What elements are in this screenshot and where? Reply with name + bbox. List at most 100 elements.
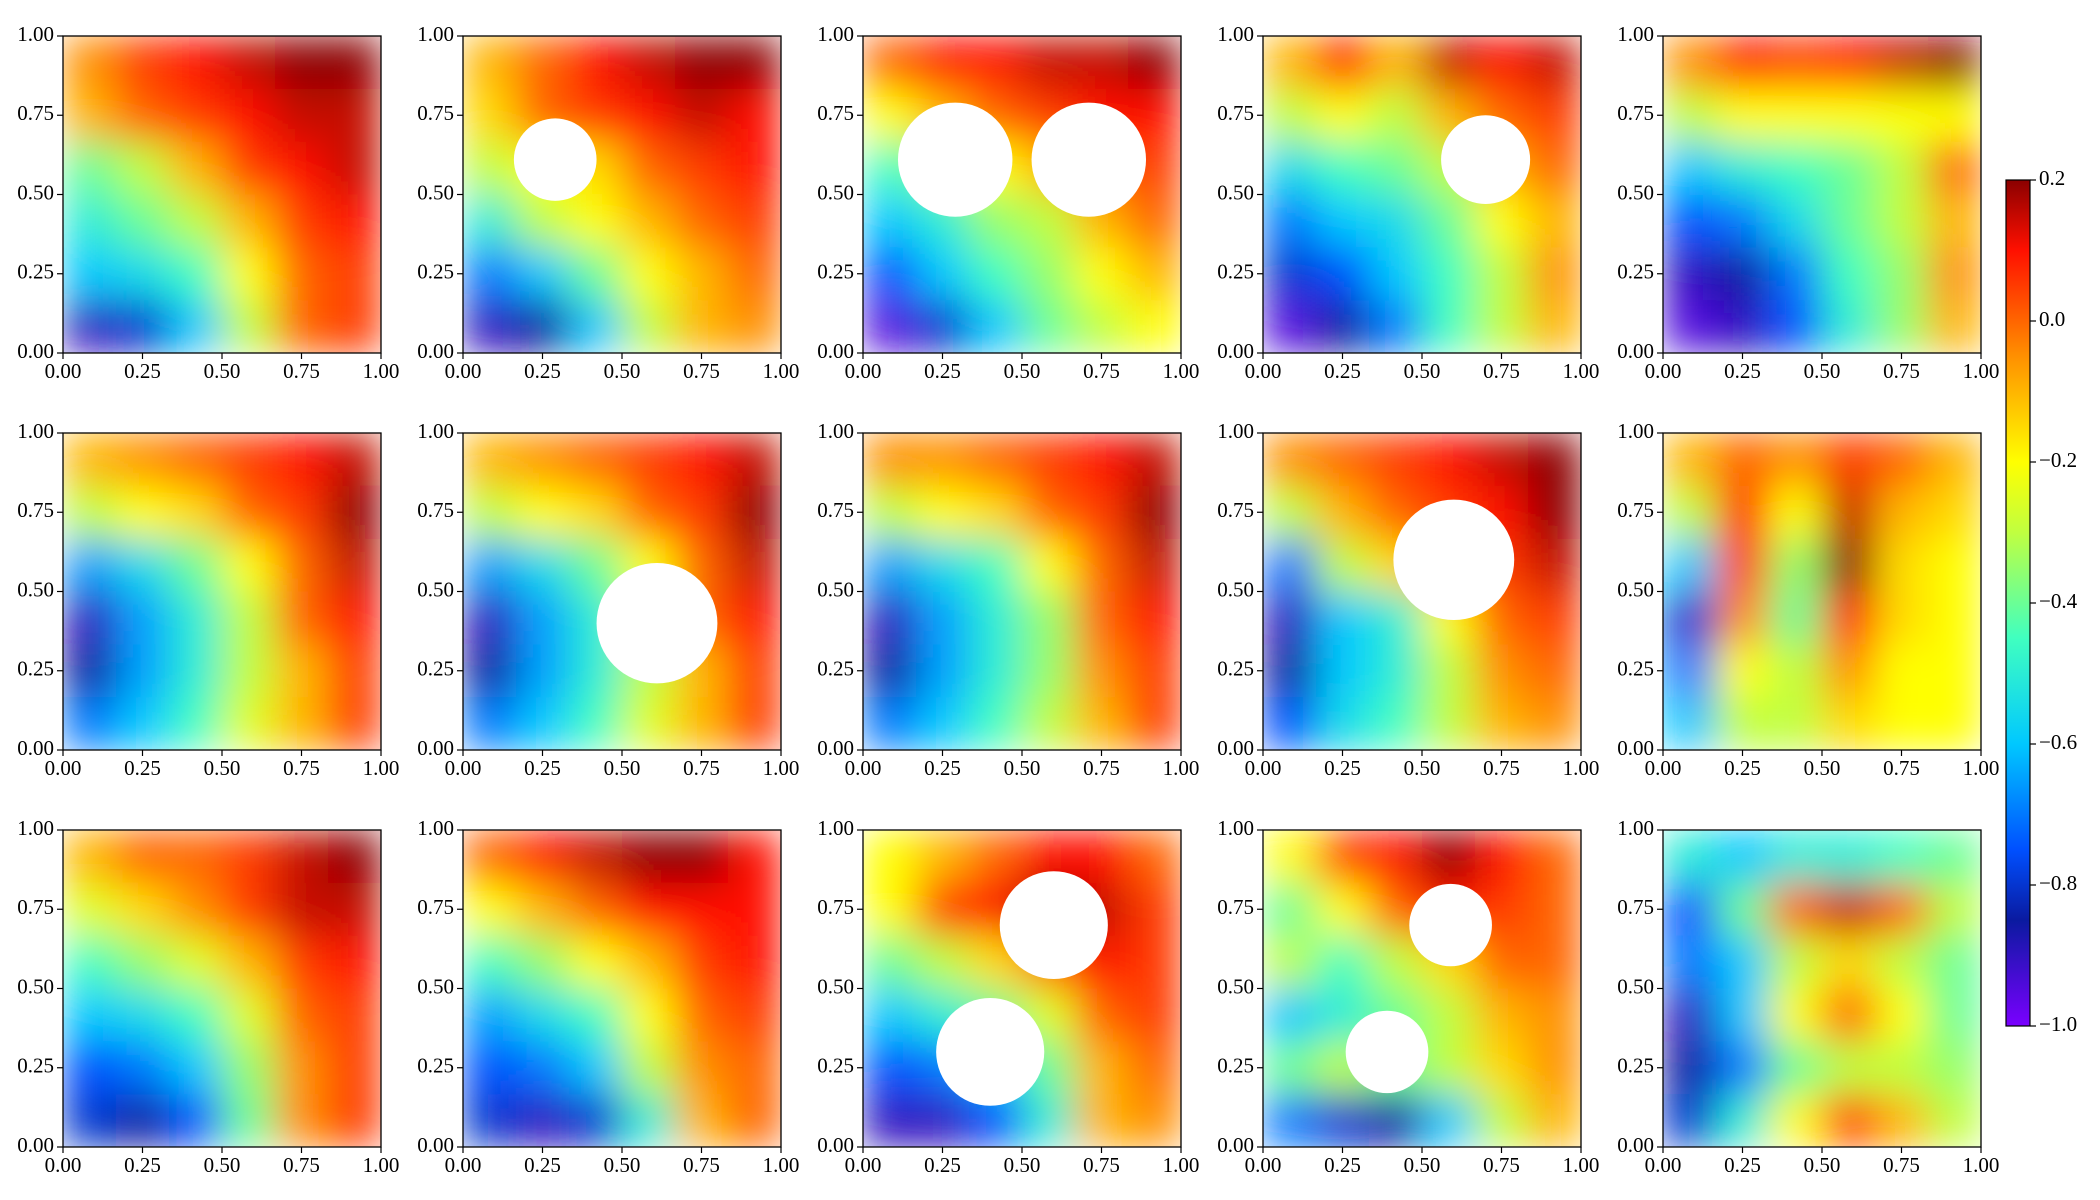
y-tick-label: 0.75 [1217,498,1254,522]
y-tick-label: 0.50 [17,180,54,204]
heatmap-field [1263,36,1581,353]
heatmap-cell [675,830,729,884]
heatmap-field [463,36,781,353]
heatmap-cell [328,935,381,989]
heatmap-cell [1316,485,1370,540]
x-tick-label: 0.75 [683,756,720,780]
heatmap-cell [116,300,170,353]
heatmap-cell [169,141,223,195]
heatmap-cell [463,485,517,540]
y-tick-label: 0.50 [817,974,854,998]
heatmap-cell [169,247,223,301]
heatmap-cell [1716,194,1770,248]
heatmap-cell [116,538,170,592]
heatmap-cell [1928,300,1981,353]
y-tick-label: 1.00 [417,419,454,443]
heatmap-cell [1369,88,1423,143]
heatmap-cell [728,538,781,592]
y-tick-label: 0.25 [1217,1054,1254,1078]
heatmap-cell [728,830,781,884]
heatmap-cell [1369,1094,1423,1147]
heatmap-cell [1075,988,1129,1042]
colorbar-tick-label: −0.2 [2039,448,2077,472]
x-tick-label: 0.00 [845,359,882,383]
heatmap-cell [1422,644,1476,698]
heatmap-cell [1769,538,1823,592]
x-tick-label: 0.00 [445,359,482,383]
heatmap-cell [169,300,223,353]
x-tick-label: 0.50 [204,756,241,780]
heatmap-cell [569,247,623,301]
y-tick-label: 0.50 [1217,180,1254,204]
heatmap-cell [1822,882,1876,937]
heatmap-field [1663,830,1981,1147]
heatmap-cell [1475,697,1529,750]
y-tick-label: 0.00 [817,339,854,363]
heatmap-cell [328,830,381,884]
heatmap-cell [1769,1094,1823,1147]
y-tick-label: 0.25 [817,657,854,681]
heatmap-cell [1528,644,1581,698]
heatmap-cell [328,433,381,487]
heatmap-cell [116,1094,170,1147]
heatmap-cell [1316,697,1370,750]
heatmap-cell [1128,36,1181,90]
heatmap-cell [1128,935,1181,989]
colorbar [2005,179,2031,1027]
heatmap-cell [1769,697,1823,750]
heatmap-cell [463,1041,517,1095]
heatmap-cell [675,1041,729,1095]
heatmap-cell [1528,141,1581,195]
x-tick-label: 0.25 [1324,1153,1361,1177]
heatmap-cell [1075,300,1129,353]
heatmap-cell [1769,485,1823,540]
y-tick-label: 1.00 [1217,816,1254,840]
heatmap-cell [463,433,517,487]
heatmap-cell [63,538,117,592]
heatmap-cell [1528,433,1581,487]
heatmap-cell [1716,36,1770,90]
heatmap-cell [916,485,970,540]
heatmap-cell [1928,194,1981,248]
hole [936,998,1045,1106]
hole [596,562,718,684]
x-tick-label: 1.00 [763,1153,800,1177]
heatmap-panel [1263,36,1581,353]
y-tick-label: 0.75 [817,895,854,919]
x-tick-label: 0.50 [1804,359,1841,383]
heatmap-cell [1663,433,1717,487]
y-tick-label: 0.50 [817,577,854,601]
y-tick-label: 0.50 [17,577,54,601]
heatmap-cell [675,1094,729,1147]
heatmap-cell [1075,1094,1129,1147]
heatmap-cell [1422,697,1476,750]
heatmap-cell [1769,36,1823,90]
heatmap-cell [969,433,1023,487]
heatmap-field [1663,36,1981,353]
heatmap-cell [463,36,517,90]
heatmap-cell [63,644,117,698]
heatmap-cell [863,36,917,90]
heatmap-cell [1422,433,1476,487]
heatmap-cell [169,538,223,592]
heatmap-cell [1022,36,1076,90]
heatmap-cell [1716,1041,1770,1095]
heatmap-cell [969,36,1023,90]
x-tick-label: 0.00 [845,756,882,780]
heatmap-cell [1075,1041,1129,1095]
heatmap-cell [516,485,570,540]
heatmap-cell [1128,591,1181,645]
x-tick-label: 0.75 [1883,756,1920,780]
x-tick-label: 1.00 [1163,756,1200,780]
heatmap-cell [1716,247,1770,301]
heatmap-cell [622,935,676,989]
x-tick-label: 0.50 [204,1153,241,1177]
x-tick-label: 1.00 [1163,1153,1200,1177]
heatmap-cell [275,591,329,645]
heatmap-cell [1663,247,1717,301]
x-tick-label: 0.50 [1004,756,1041,780]
hole [513,118,597,201]
y-tick-label: 0.75 [417,101,454,125]
x-tick-label: 0.50 [604,1153,641,1177]
heatmap-cell [1875,538,1929,592]
